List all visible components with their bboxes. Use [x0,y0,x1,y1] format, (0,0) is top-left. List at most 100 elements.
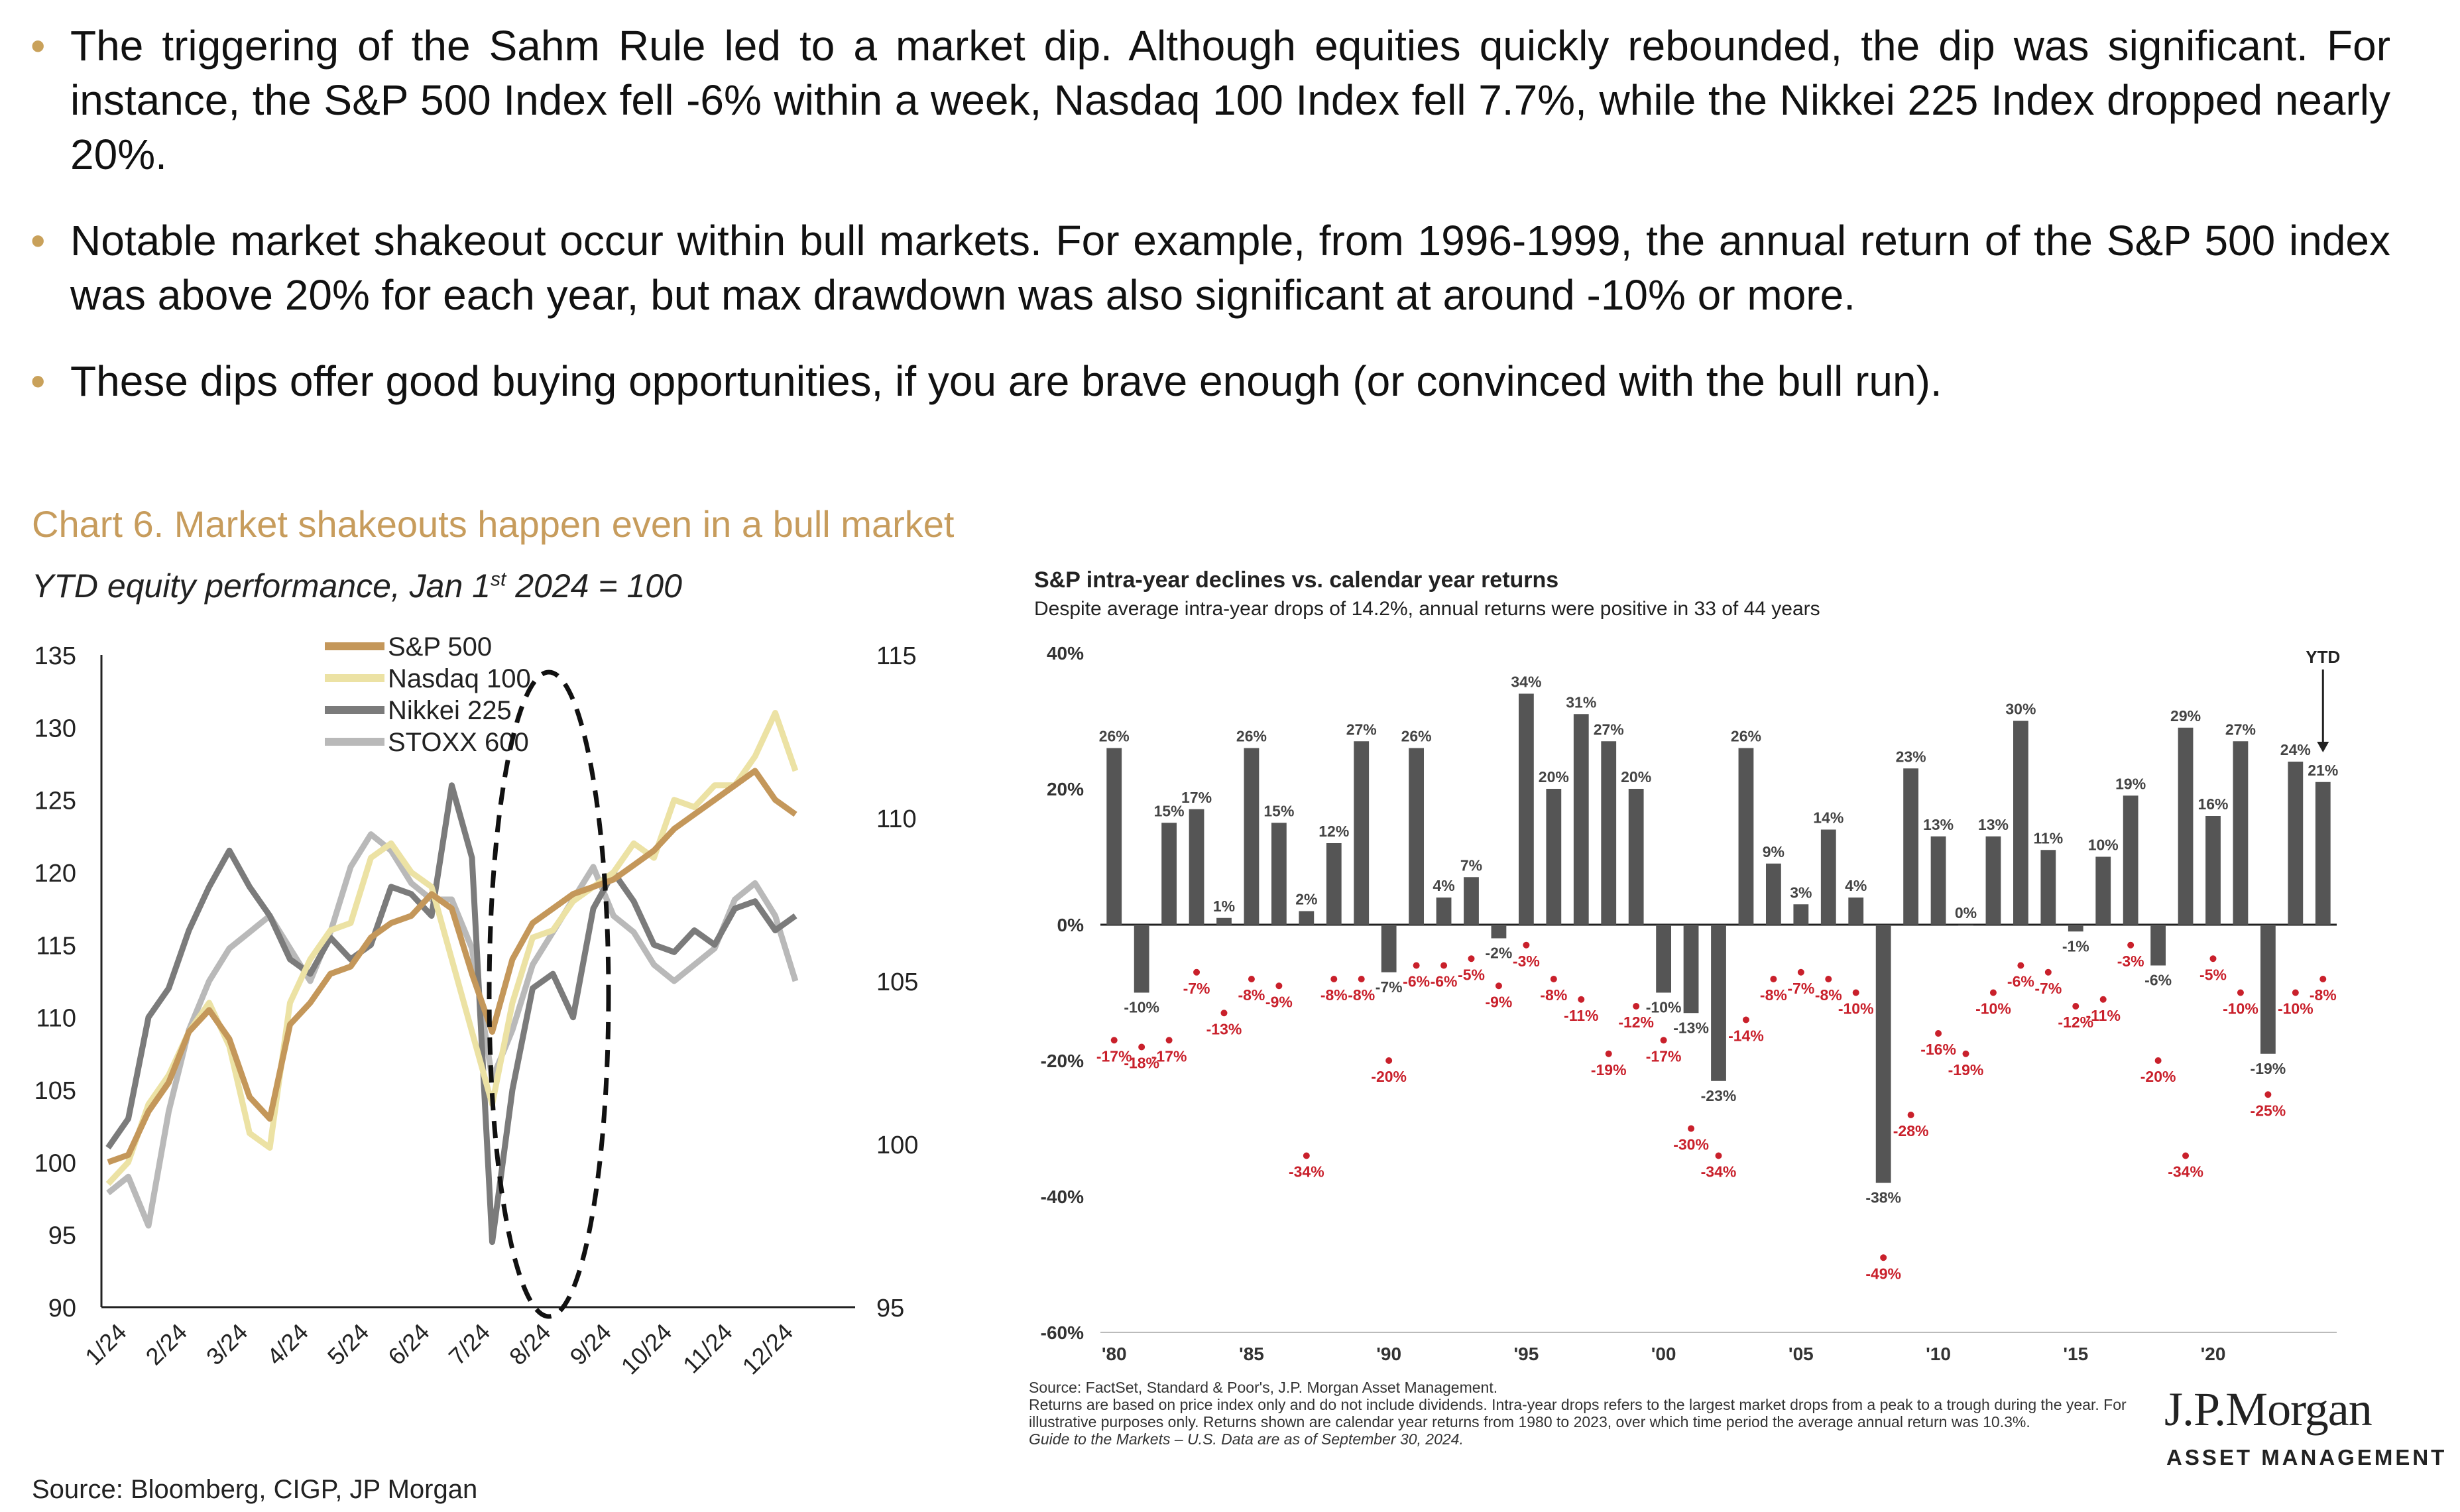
legend-label: STOXX 600 [388,728,529,757]
decline-label: -5% [1458,966,1485,983]
left-y-tick-label: 90 [48,1295,76,1322]
right-chart-subtitle: Despite average intra-year drops of 14.2… [1034,598,1820,620]
bar-value-label: 27% [2225,721,2256,738]
decline-dot [1523,941,1530,949]
right-y-tick-label: 105 [876,968,918,996]
source-note: Source: Bloomberg, CIGP, JP Morgan [32,1475,478,1504]
legend-label: Nasdaq 100 [388,664,531,693]
x-tick-label: 2/24 [141,1318,193,1371]
bar-value-label: 26% [1236,728,1267,745]
decline-dot [1715,1152,1722,1159]
decline-label: -8% [1348,986,1375,1004]
return-bar [2178,727,2194,925]
bar-value-label: 23% [1896,748,1926,765]
decline-label: -16% [1920,1041,1956,1058]
decline-dot [2017,962,2024,969]
decline-label: -19% [1591,1061,1627,1078]
legend-label: S&P 500 [388,632,492,662]
left-y-tick-label: 135 [34,642,76,670]
decline-dot [1110,1037,1118,1044]
return-bar [1409,748,1425,925]
return-bar [1546,789,1562,925]
decline-label: -3% [1513,953,1540,970]
jpmorgan-logo: J.P.Morgan [2164,1383,2372,1436]
return-bar [1464,877,1479,925]
ytd-performance-chart: 135 130 125 120 115 110 105 100 95 90 115 110 105 100… [34,632,919,1379]
chart-notes: Source: FactSet, Standard & Poor's, J.P.… [1029,1379,2129,1448]
ytd-label: YTD [2306,647,2340,667]
bullet-text: The triggering of the Sahm Rule led to a… [70,22,2390,178]
left-chart-subtitle: YTD equity performance, Jan 1st 2024 = 1… [32,567,682,605]
x-tick-label: 7/24 [443,1318,496,1371]
return-bar [1381,925,1397,972]
bar-value-label: -38% [1865,1189,1901,1206]
return-bar [2260,925,2276,1054]
decline-label: -9% [1265,993,1293,1010]
bar-value-label: -23% [1701,1087,1737,1104]
intra-year-declines-chart: S&P intra-year declines vs. calendar yea… [1034,567,2340,1364]
left-y-tick-label: 120 [34,860,76,888]
decline-dot [1605,1050,1612,1057]
left-y-tick-label: 115 [36,932,76,960]
decline-label: -7% [1787,980,1814,997]
x-tick-label: '00 [1651,1344,1676,1364]
y-tick-label: -60% [1041,1322,1084,1343]
decline-label: -18% [1124,1055,1159,1072]
decline-dot [2099,996,2107,1003]
return-bar [1518,693,1534,925]
bar-value-label: 0% [1955,904,1977,921]
decline-dot [2237,989,2244,996]
decline-label: -8% [1320,986,1348,1004]
left-y-tick-label: 110 [36,1005,76,1033]
return-bar [1271,823,1287,925]
decline-dot [1303,1152,1310,1159]
decline-label: -19% [1948,1061,1984,1078]
decline-dot [1825,976,1832,982]
decline-label: -8% [2310,986,2337,1004]
decline-dot [1989,989,1997,996]
commentary-bullets: • The triggering of the Sahm Rule led to … [30,19,2390,440]
decline-dot [1742,1016,1749,1023]
decline-dot [1962,1050,1969,1057]
decline-label: -8% [1238,986,1265,1004]
return-bar [1875,925,1891,1183]
return-bar [1189,809,1204,925]
return-bar [1985,836,2001,925]
decline-label: -10% [2223,1000,2258,1018]
x-tick-label: 4/24 [261,1318,314,1371]
decline-dot [1880,1254,1887,1261]
decline-label: -30% [1673,1136,1709,1153]
left-y-tick-label: 105 [34,1077,76,1105]
decline-label: -13% [1206,1020,1242,1037]
y-tick-label: 40% [1047,643,1084,664]
bar-value-label: 16% [2197,795,2228,813]
return-bar [2288,762,2304,925]
decline-dot [1770,976,1777,982]
return-bar [2315,782,2331,925]
return-bar [1683,925,1699,1014]
bullet-text: Notable market shakeout occur within bul… [70,217,2390,319]
jpmorgan-logo-sub: ASSET MANAGEMENT [2166,1445,2447,1470]
decline-label: -6% [2007,973,2034,990]
bar-value-label: -7% [1376,978,1403,996]
bar-value-label: 30% [2005,701,2036,718]
decline-dot [2154,1057,2162,1064]
decline-dot [1138,1043,1145,1051]
return-bar [2123,795,2138,925]
decline-label: -3% [2117,953,2144,970]
decline-dot [1468,955,1475,962]
decline-label: -17% [1151,1047,1187,1065]
bar-value-label: 13% [1978,816,2009,833]
series-line-nikkei-225 [105,782,797,1246]
decline-dot [1935,1030,1942,1037]
decline-dot [1413,962,1420,969]
return-bar [1793,904,1809,925]
x-tick-label: '05 [1788,1344,1814,1364]
bullet-marker: • [30,22,46,70]
decline-dot [2182,1152,2190,1159]
bar-value-label: 26% [1401,728,1432,745]
right-y-tick-label: 115 [876,642,917,670]
decline-dot [2044,968,2052,976]
bar-value-label: 17% [1181,789,1212,806]
return-bar [1738,748,1754,925]
